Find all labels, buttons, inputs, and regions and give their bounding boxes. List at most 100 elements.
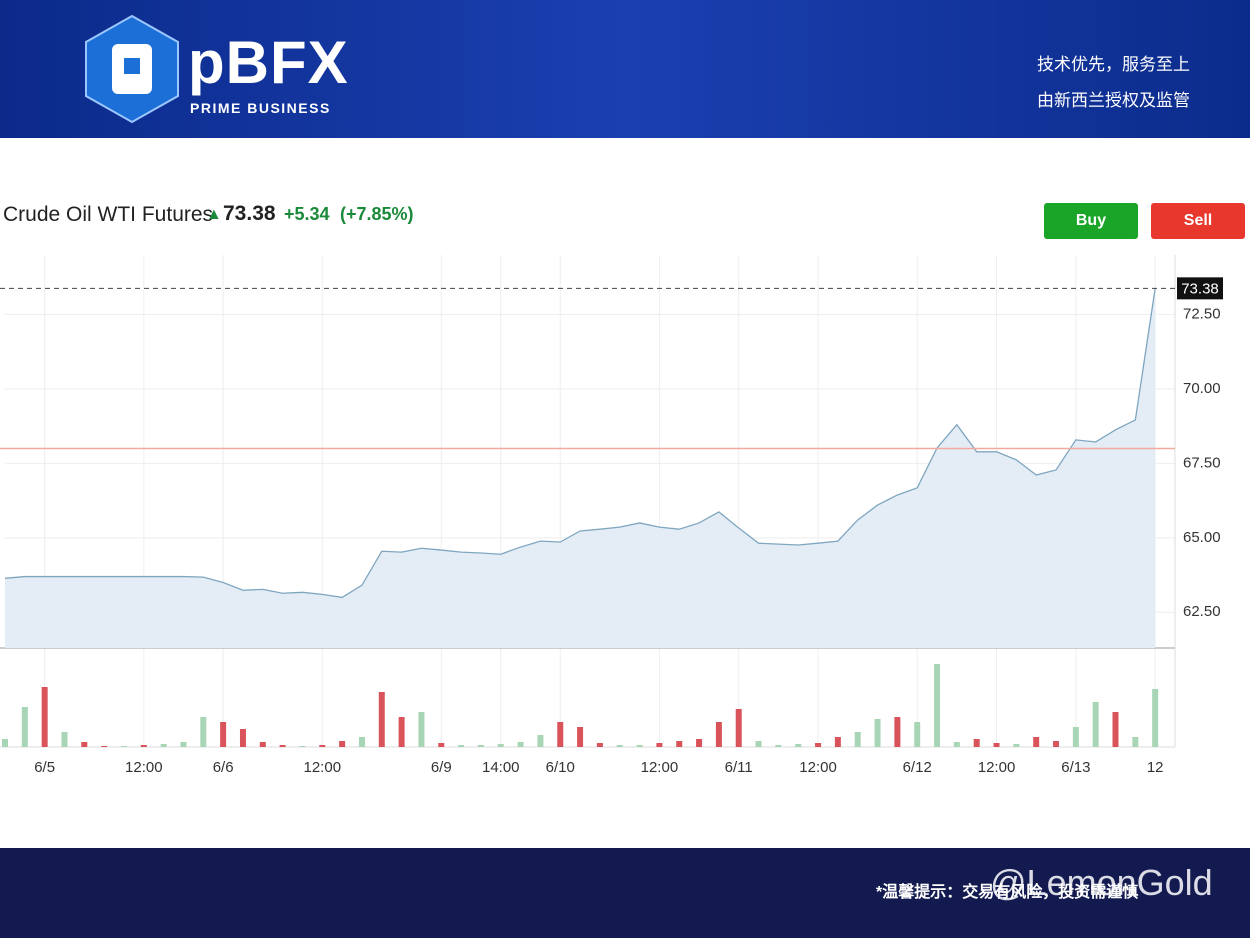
x-tick-label: 6/13	[1061, 759, 1090, 776]
license: 由新西兰授权及监管	[1037, 91, 1190, 110]
volume-bar	[259, 742, 266, 747]
volume-bar	[477, 745, 484, 747]
sell-button[interactable]: Sell	[1151, 203, 1245, 239]
volume-bar	[319, 745, 326, 747]
volume-bar	[1152, 689, 1159, 747]
volume-bar	[41, 687, 48, 747]
volume-bar	[953, 742, 960, 747]
y-tick-label: 72.50	[1183, 306, 1221, 323]
price-line	[4, 288, 1156, 599]
volume-bar	[378, 692, 385, 747]
volume-bar	[180, 742, 187, 747]
volume-bar	[914, 722, 921, 747]
x-tick-label: 12:00	[978, 759, 1016, 776]
volume-bar	[1033, 737, 1040, 747]
x-tick-label: 12	[1147, 759, 1164, 776]
notice: *温馨提示：交易有风险，投资需谨慎	[876, 884, 1139, 901]
last-price-label: 73.38	[1181, 280, 1219, 297]
volume-bar	[517, 742, 524, 747]
last-price-tag	[1177, 277, 1223, 300]
y-tick-label: 70.00	[1183, 380, 1221, 397]
volume-bar	[299, 746, 306, 747]
volume-bar	[458, 745, 465, 747]
volume-bar	[398, 717, 405, 747]
x-tick-label: 6/6	[213, 759, 234, 776]
volume-bar	[636, 745, 643, 747]
logo-sub: PRIME BUSINESS	[190, 100, 331, 116]
volume-bar	[1112, 712, 1119, 747]
volume-bar	[81, 742, 88, 747]
x-tick-label: 6/11	[725, 759, 753, 776]
volume-bar	[973, 739, 980, 747]
y-tick-label: 65.00	[1183, 529, 1221, 546]
volume-bar	[715, 722, 722, 747]
volume-bar	[160, 744, 167, 747]
volume-bar	[815, 743, 822, 747]
x-tick-label: 12:00	[799, 759, 837, 776]
volume-bar	[1053, 741, 1060, 747]
up-arrow: ▲	[206, 206, 222, 223]
volume-bar	[497, 744, 504, 747]
volume-bar	[656, 743, 663, 747]
volume-bar	[120, 746, 127, 747]
x-tick-label: 6/9	[431, 759, 452, 776]
x-tick-label: 6/12	[903, 759, 932, 776]
volume-bar	[1132, 737, 1139, 747]
x-tick-label: 12:00	[125, 759, 163, 776]
volume-bar	[834, 737, 841, 747]
volume-bar	[934, 664, 941, 747]
volume-bar	[537, 735, 544, 747]
area	[5, 288, 1156, 648]
volume-bar	[21, 707, 28, 747]
volume-bar	[854, 732, 861, 747]
volume-bar	[140, 745, 147, 747]
volume-bar	[101, 746, 108, 747]
quote-change-pct: (+7.85%)	[340, 204, 414, 224]
x-tick-label: 6/10	[546, 759, 575, 776]
y-tick-label: 62.50	[1183, 603, 1221, 620]
volume-bar	[1072, 727, 1079, 747]
volume-bar	[557, 722, 564, 747]
volume-bar	[1013, 744, 1020, 747]
quote-change: +5.34	[284, 204, 330, 224]
volume-bar	[1092, 702, 1099, 747]
volume-bar	[418, 712, 425, 747]
volume-bar	[795, 744, 802, 747]
volume-bar	[775, 745, 782, 747]
volume-bar	[2, 739, 8, 747]
volume-bar	[696, 739, 703, 747]
buy-button[interactable]: Buy	[1044, 203, 1138, 239]
y-tick-label: 67.50	[1183, 454, 1221, 471]
volume-bar	[676, 741, 683, 747]
volume-bar	[577, 727, 584, 747]
header: pBFX PRIME BUSINESS 技术优先，服务至上 由新西兰授权及监管	[0, 0, 1250, 138]
logo-icon	[85, 14, 179, 124]
volume-bar	[616, 745, 623, 747]
volume-bar	[239, 729, 246, 747]
volume-bar	[358, 737, 365, 747]
logo: pBFX	[188, 29, 349, 96]
volume-bar	[438, 743, 445, 747]
slogan: 技术优先，服务至上	[1037, 55, 1190, 74]
volume-bar	[200, 717, 207, 747]
quote-price: 73.38	[223, 202, 276, 225]
volume-bar	[894, 717, 901, 747]
watermark: @LemonGold	[990, 862, 1213, 903]
volume-bar	[339, 741, 346, 747]
x-tick-label: 6/5	[34, 759, 55, 776]
x-tick-label: 12:00	[304, 759, 342, 776]
volume-bar	[279, 745, 286, 747]
x-tick-label: 12:00	[641, 759, 679, 776]
volume-bar	[61, 732, 68, 747]
x-tick-label: 14:00	[482, 759, 520, 776]
quote-name: Crude Oil WTI Futures	[3, 203, 214, 226]
volume-bar	[755, 741, 762, 747]
volume-bar	[220, 722, 227, 747]
volume-bar	[874, 719, 881, 747]
volume-bar	[993, 743, 1000, 747]
footer: *温馨提示：交易有风险，投资需谨慎 @LemonGold	[0, 848, 1250, 938]
volume-bar	[735, 709, 742, 747]
chart: 62.50 65.00 67.50 70.00 72.50 6/5 12:00 6/6 12:0…	[0, 255, 1223, 776]
volume-bar	[596, 743, 603, 747]
